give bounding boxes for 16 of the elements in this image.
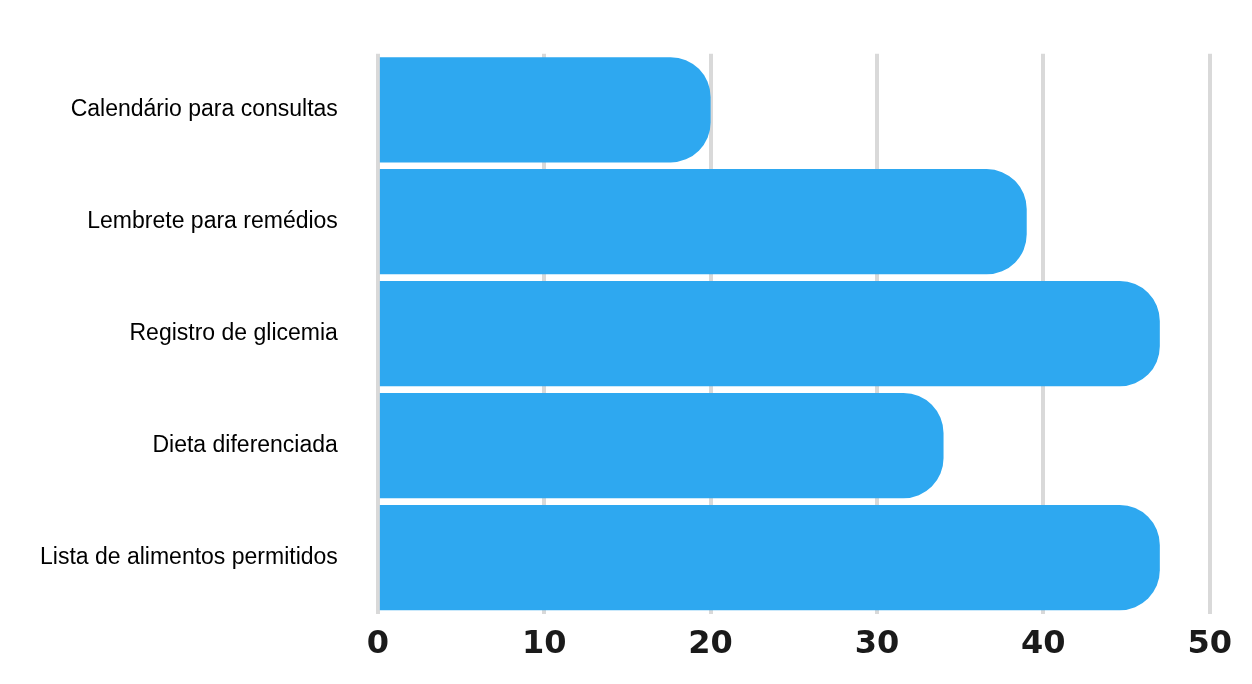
x-tick-label: 50 xyxy=(1187,623,1232,662)
x-tick-label: 10 xyxy=(521,623,567,662)
bar xyxy=(379,505,1160,611)
x-tick-label: 40 xyxy=(1021,623,1066,662)
x-tick-label: 20 xyxy=(688,623,733,662)
y-tick-label: Lista de alimentos permitidos xyxy=(39,542,338,569)
x-tick-label: 30 xyxy=(854,623,900,662)
bar xyxy=(379,57,711,163)
y-tick-label: Dieta diferenciada xyxy=(152,431,339,457)
bar xyxy=(379,281,1160,387)
y-tick-label: Registro de glicemia xyxy=(129,319,339,346)
y-tick-label: Calendário para consultas xyxy=(70,95,338,122)
x-tick-label: 0 xyxy=(366,623,389,662)
bar xyxy=(379,393,944,499)
bar xyxy=(379,169,1027,275)
y-tick-label: Lembrete para remédios xyxy=(87,207,338,234)
